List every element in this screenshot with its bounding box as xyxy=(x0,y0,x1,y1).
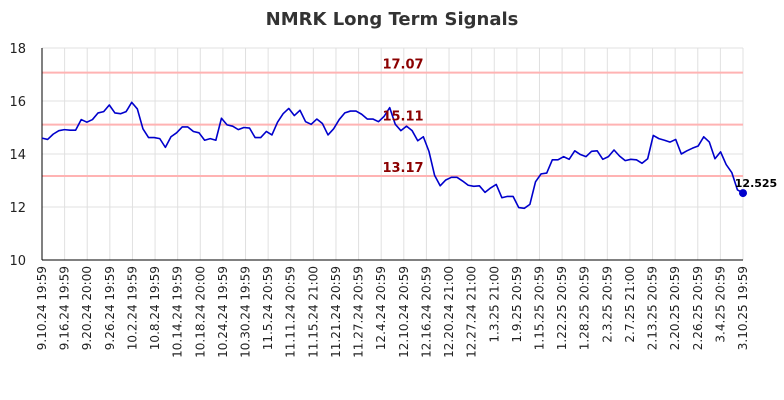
x-tick-label: 12.27.24 21:00 xyxy=(465,266,479,358)
x-tick-label: 1.3.25 21:00 xyxy=(487,266,501,343)
signal-level-label: 17.07 xyxy=(382,58,423,73)
x-tick-label: 10.30.24 19:59 xyxy=(239,266,253,358)
axes: 10 12 14 16 18 9.10.24 19:59 9.16.24 19:59 9.20… xyxy=(9,42,750,358)
y-tick-label: 12 xyxy=(9,201,26,216)
x-tick-label: 10.18.24 20:00 xyxy=(193,266,207,358)
x-tick-label: 9.10.24 19:59 xyxy=(35,266,49,350)
y-tick-label: 18 xyxy=(9,42,26,57)
x-tick-label: 2.7.25 21:00 xyxy=(623,266,637,343)
x-tick-label: 12.4.24 20:59 xyxy=(374,266,388,350)
x-tick-label: 1.28.25 20:59 xyxy=(578,266,592,350)
grid xyxy=(41,47,744,261)
x-tick-label: 12.10.24 20:59 xyxy=(397,266,411,358)
x-tick-label: 11.15.24 21:00 xyxy=(306,266,320,358)
x-tick-label: 9.20.24 20:00 xyxy=(80,266,94,350)
x-tick-label: 3.4.25 20:59 xyxy=(713,266,727,343)
x-tick-label: 2.26.25 20:59 xyxy=(691,266,705,350)
x-tick-label: 10.24.24 19:59 xyxy=(216,266,230,358)
x-tick-label: 9.26.24 19:59 xyxy=(103,266,117,350)
signal-level-label: 13.17 xyxy=(382,161,423,176)
y-tick-label: 14 xyxy=(9,148,26,163)
series xyxy=(41,101,747,210)
x-tick-label: 11.11.24 20:59 xyxy=(284,266,298,358)
x-tick-label: 1.9.25 20:59 xyxy=(510,266,524,343)
x-tick-label: 11.27.24 20:59 xyxy=(352,266,366,358)
x-tick-label: 2.3.25 20:59 xyxy=(600,266,614,343)
signal-level-label: 15.11 xyxy=(382,110,423,125)
x-tick-label: 12.20.24 21:00 xyxy=(442,266,456,358)
x-tick-label: 9.16.24 19:59 xyxy=(58,266,72,350)
last-value-label: 12.525 xyxy=(735,177,777,190)
x-tick-label: 1.22.25 20:59 xyxy=(555,266,569,350)
x-tick-label: 11.21.24 20:59 xyxy=(329,266,343,358)
x-tick-label: 11.5.24 20:59 xyxy=(261,266,275,350)
y-tick-label: 16 xyxy=(9,95,26,110)
signal-levels xyxy=(42,71,743,177)
price-line xyxy=(41,101,744,210)
x-tick-label: 10.8.24 19:59 xyxy=(148,266,162,350)
x-tick-label: 2.13.25 20:59 xyxy=(646,266,660,350)
x-tick-label: 10.2.24 19:59 xyxy=(125,266,139,350)
x-tick-label: 10.14.24 19:59 xyxy=(171,266,185,358)
x-tick-label: 12.16.24 20:59 xyxy=(419,266,433,358)
last-value-point xyxy=(739,189,747,198)
x-tick-label: 2.20.25 20:59 xyxy=(668,266,682,350)
labels: 17.07 15.11 13.17 12.525 xyxy=(382,58,777,190)
x-tick-label: 3.10.25 19:59 xyxy=(736,266,750,350)
x-tick-label: 1.15.25 20:59 xyxy=(532,266,546,350)
y-tick-label: 10 xyxy=(9,254,26,269)
chart-title: NMRK Long Term Signals xyxy=(266,9,519,30)
